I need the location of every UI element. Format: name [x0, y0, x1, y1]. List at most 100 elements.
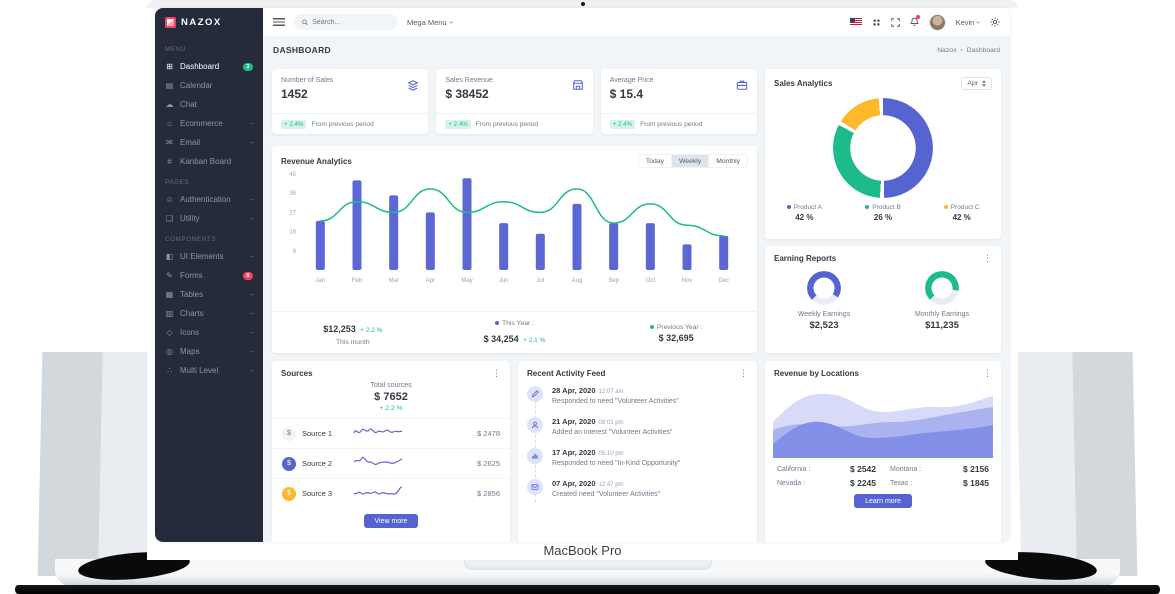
table-icon: ▦ [165, 290, 174, 299]
source-icon: $ [282, 456, 296, 471]
sidebar-badge: 3 [242, 62, 253, 71]
user-menu[interactable]: Kevin › [955, 17, 984, 27]
source-row-source-3[interactable]: $ Source 3 $ 2856 [272, 478, 510, 508]
sparkline-chart [352, 484, 471, 503]
period-select[interactable]: Apr [961, 77, 992, 90]
search-box[interactable] [294, 14, 398, 30]
sidebar-item-email[interactable]: ✉ Email › [166, 138, 256, 147]
svg-text:Oct: Oct [646, 278, 656, 284]
user-icon [527, 417, 543, 433]
menu-toggle-icon[interactable] [273, 18, 285, 26]
app-logo[interactable]: NAZOX [155, 8, 263, 38]
sidebar-item-icons[interactable]: ◇ Icons › [166, 328, 256, 337]
revenue-analytics-card: Revenue Analytics Today Weekly Monthly 45 3… [272, 146, 757, 353]
sidebar-item-authentication[interactable]: ☺ Authentication › [165, 195, 256, 204]
notification-bell-icon[interactable] [909, 15, 920, 27]
mail-icon [527, 479, 543, 495]
sidebar-item-chat[interactable]: ☁ Chat [165, 100, 197, 109]
compass-icon: ◇ [166, 328, 173, 337]
laptop-bottom-edge [15, 585, 1160, 594]
source-row-source-1[interactable]: $ Source 1 $ 2478 [272, 418, 510, 448]
earning-item-monthly-earnings: Monthly Earnings $11,235 [883, 271, 1001, 331]
sources-rows: $ Source 1 $ 2478 $ Source 2 $ 2625 $ Source 3 $… [272, 418, 510, 508]
learn-more-button[interactable]: Learn more [854, 494, 912, 508]
chevron-down-icon: › [248, 122, 256, 125]
svg-text:Dec: Dec [718, 278, 729, 284]
activity-timeline: 28 Apr, 2020 12:07 am Responded to need "V… [527, 386, 748, 502]
sidebar-item-maps[interactable]: ◎ Maps › [166, 347, 256, 356]
laptop-side-right [1016, 352, 1138, 576]
sidebar-item-multi-level[interactable]: ∴ Multi Level › [166, 366, 256, 375]
language-flag-icon[interactable] [849, 18, 862, 26]
source-icon: $ [282, 426, 296, 441]
fullscreen-icon[interactable] [890, 17, 900, 27]
svg-text:27: 27 [289, 210, 296, 216]
location-stat-california-: California : $ 2542 [777, 464, 876, 474]
legend-dot [494, 321, 499, 326]
breadcrumb: Nazox › Dashboard [937, 47, 1000, 54]
logo-text: NAZOX [181, 17, 222, 28]
macbook-pro-label: MacBook Pro [543, 543, 622, 558]
source-row-source-2[interactable]: $ Source 2 $ 2625 [272, 448, 510, 478]
previous-year-stat: Previous Year : $ 32,695 [595, 322, 757, 343]
range-button-group: Today Weekly Monthly [637, 154, 748, 168]
sidebar-item-utility[interactable]: ❏ Utility › [165, 214, 256, 223]
legend-dot [786, 205, 791, 210]
legend-dot [943, 205, 948, 210]
sidebar-item-tables[interactable]: ▦ Tables › [165, 290, 256, 299]
sidebar-item-dashboard[interactable]: ⊞ Dashboard 3 [155, 57, 263, 76]
store-icon: ⌂ [167, 119, 172, 128]
sidebar-item-forms[interactable]: ✎ Forms 8 [155, 266, 263, 285]
location-stat-nevada-: Nevada : $ 2245 [777, 478, 876, 488]
search-input[interactable] [312, 18, 390, 26]
sidebar-item-ecommerce[interactable]: ⌂ Ecommerce › [155, 114, 263, 133]
location-stat-texas-: Texas : $ 1845 [890, 478, 989, 488]
delta-badge: + 2.4% [609, 119, 636, 129]
activity-feed-card: Recent Activity Feed ⋮ 28 Apr, 2020 12:07… [518, 361, 757, 542]
range-button-monthly[interactable]: Monthly [708, 155, 747, 167]
kebab-menu-icon[interactable]: ⋮ [739, 368, 748, 378]
pin-icon: ◎ [166, 347, 173, 356]
activity-item: 21 Apr, 2020 08:01 pm Added an interest "V… [527, 417, 748, 436]
kebab-menu-icon[interactable]: ⋮ [492, 368, 501, 378]
user-avatar[interactable] [928, 13, 946, 31]
sidebar-item-ui-elements[interactable]: ◧ UI Elements › [165, 252, 256, 261]
svg-text:36: 36 [289, 191, 296, 197]
breadcrumb-home[interactable]: Nazox [937, 46, 957, 54]
briefcase-icon [736, 78, 748, 96]
stat-card-sales-revenue: Sales Revenue $ 38452 + 2.4% From previous … [436, 69, 593, 134]
sparkline-chart [352, 424, 471, 443]
apps-grid-icon[interactable] [872, 18, 881, 27]
sidebar-nav: MENU ⊞ Dashboard 3 ▤ Calendar ☁ Chat ⌂ Ecommerce ›… [155, 38, 263, 380]
sidebar-item-charts[interactable]: ▥ Charts › [165, 309, 256, 318]
svg-text:18: 18 [289, 230, 296, 236]
range-button-weekly[interactable]: Weekly [671, 155, 709, 167]
activity-item: 17 Apr, 2020 05:10 pm Responded to need "I… [527, 448, 748, 467]
activity-item: 07 Apr, 2020 12:47 pm Created need "Volunt… [527, 479, 748, 498]
screen-bezel [147, 0, 1018, 8]
dashboard-app: NAZOX MENU ⊞ Dashboard 3 ▤ Calendar ☁ Chat ⌂ Ecom… [155, 8, 1010, 542]
kanban-icon: # [167, 157, 172, 166]
tone-icon: ◧ [165, 252, 174, 261]
svg-text:Jan: Jan [315, 278, 325, 284]
view-more-button[interactable]: View more [363, 514, 419, 528]
legend-dot [865, 205, 870, 210]
settings-gear-icon[interactable] [990, 17, 1000, 27]
source-icon: $ [282, 486, 296, 501]
sales-analytics-card: Sales Analytics Apr Product A 42 % Product… [765, 69, 1001, 239]
legend-item-product-a: Product A 42 % [765, 204, 844, 222]
kebab-menu-icon[interactable]: ⋮ [983, 368, 992, 378]
chevron-down-icon: › [248, 255, 256, 258]
sidebar-item-kanban-board[interactable]: # Kanban Board [155, 152, 263, 171]
radial-progress [807, 271, 841, 305]
chart-icon [527, 448, 543, 464]
logo-icon [165, 17, 176, 28]
select-arrows-icon [982, 80, 986, 87]
range-button-today[interactable]: Today [638, 155, 672, 167]
delta-badge: + 2.4% [281, 119, 307, 129]
sidebar-item-calendar[interactable]: ▤ Calendar [165, 81, 213, 90]
sources-total: Total sources $ 7652 + 2.2 % [370, 382, 412, 412]
kebab-menu-icon[interactable]: ⋮ [983, 253, 992, 263]
legend-item-product-b: Product B 26 % [844, 204, 923, 222]
mega-menu-button[interactable]: Mega Menu › [407, 17, 456, 27]
